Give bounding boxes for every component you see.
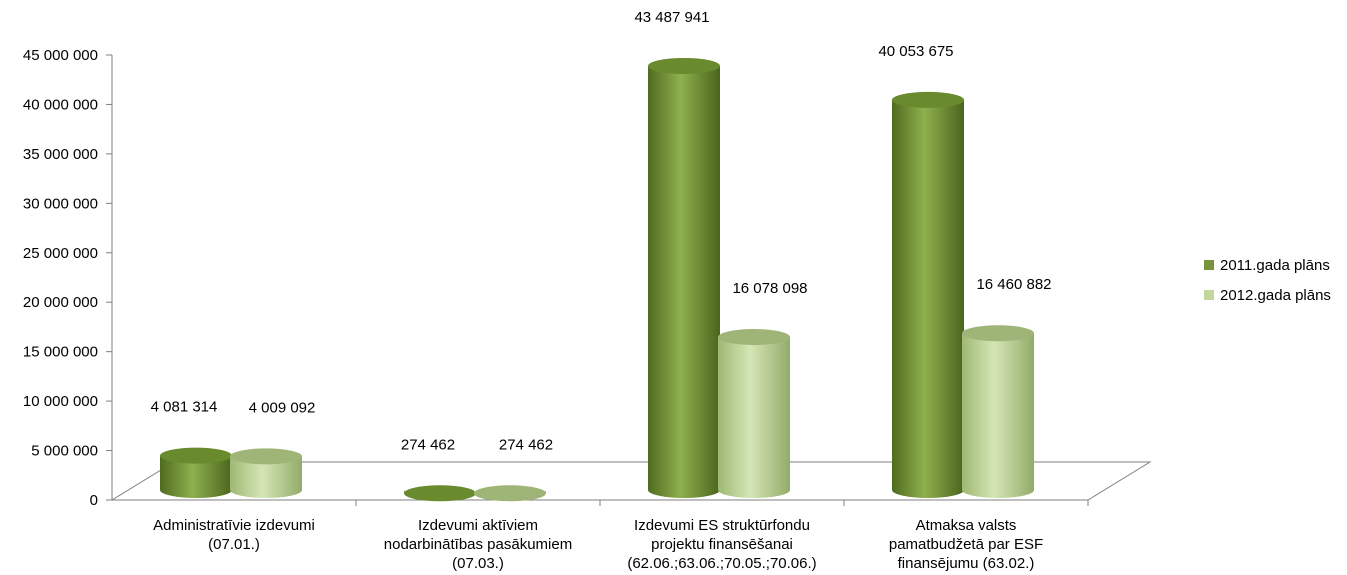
bar: [648, 57, 720, 499]
y-tick-label: 40 000 000: [23, 96, 98, 113]
labels: Administratīvie izdevumi (07.01.) Izdevumi…: [151, 9, 1052, 572]
bar-body: [160, 455, 232, 498]
bar: [404, 485, 476, 502]
bar-body: [718, 337, 790, 498]
bar: [474, 485, 546, 502]
y-tick-label: 25 000 000: [23, 245, 98, 262]
bar-top: [404, 485, 476, 502]
y-tick-label: 35 000 000: [23, 146, 98, 163]
bar-body: [648, 65, 720, 499]
bar: [230, 448, 302, 498]
data-label: 43 487 941: [634, 9, 709, 26]
y-tick-label: 5 000 000: [31, 443, 98, 460]
y-tick-label: 30 000 000: [23, 195, 98, 212]
y-tick-label: 45 000 000: [23, 47, 98, 64]
x-category-label: Administratīvie izdevumi (07.01.): [153, 517, 315, 553]
data-label: 4 009 092: [249, 399, 316, 416]
legend-label: 2011.gada plāns: [1220, 257, 1330, 274]
legend-swatch: [1204, 260, 1214, 270]
legend-label: 2012.gada plāns: [1220, 287, 1331, 304]
bar: [962, 325, 1034, 498]
y-tick-label: 15 000 000: [23, 344, 98, 361]
bar-top: [718, 329, 790, 346]
data-label: 40 053 675: [878, 43, 953, 60]
x-category-label: Izdevumi aktīviem nodarbinātības pasākumi…: [384, 517, 572, 572]
y-tick-label: 0: [90, 492, 98, 509]
bar-top: [160, 447, 232, 464]
bar-body: [962, 333, 1034, 498]
data-label: 274 462: [499, 436, 553, 453]
bar-top: [962, 325, 1034, 342]
y-tick-label: 10 000 000: [23, 393, 98, 410]
bar-top: [474, 485, 546, 502]
bar: [892, 91, 964, 498]
x-category-label: Izdevumi ES struktūrfondu projektu finans…: [627, 517, 816, 572]
data-label: 4 081 314: [151, 399, 218, 416]
y-tick-label: 20 000 000: [23, 294, 98, 311]
bar-top: [892, 91, 964, 108]
bar-top: [230, 448, 302, 465]
bars: [160, 57, 1034, 502]
bar: [160, 447, 232, 498]
legend-swatch: [1204, 290, 1214, 300]
bar-body: [230, 456, 302, 498]
bar: [718, 329, 790, 498]
bar-body: [892, 99, 964, 498]
x-category-label: Atmaksa valsts pamatbudžetā par ESF finans…: [889, 517, 1043, 572]
data-label: 274 462: [401, 436, 455, 453]
data-label: 16 460 882: [976, 276, 1051, 293]
legend: 2011.gada plāns 2012.gada plāns: [1204, 257, 1331, 304]
data-label: 16 078 098: [732, 280, 807, 297]
bar-top: [648, 57, 720, 74]
axes: 0 5 000 000 10 000 000 15 000 000 20 000 000…: [23, 47, 1152, 509]
